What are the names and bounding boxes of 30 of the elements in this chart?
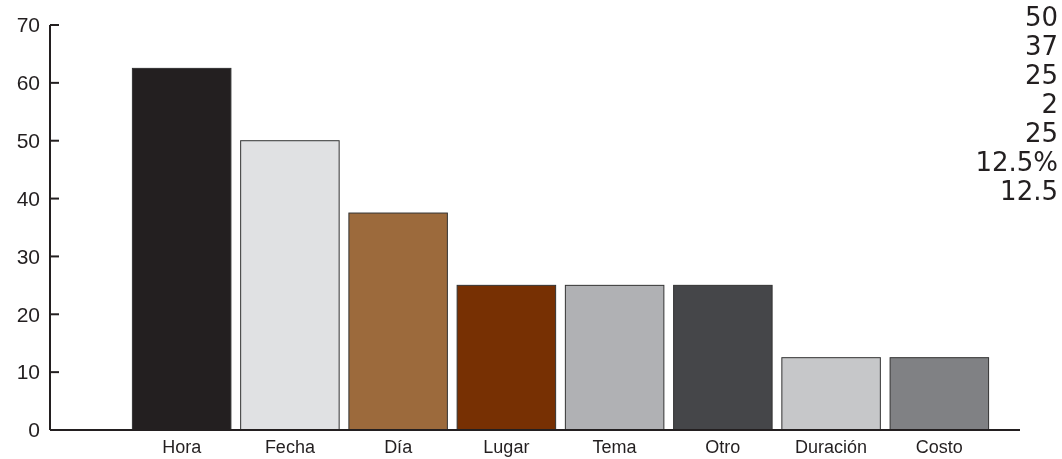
x-tick-label: Otro	[705, 437, 741, 457]
bar	[240, 140, 340, 431]
x-tick-label: Fecha	[264, 437, 316, 457]
bar	[456, 284, 557, 431]
x-tick-label: Costo	[915, 437, 963, 457]
bar	[348, 212, 448, 431]
bar	[889, 357, 990, 431]
text: 2	[1041, 89, 1058, 119]
x-tick-label: Tema	[592, 437, 638, 457]
y-tick-label: 0	[28, 418, 40, 442]
x-tick-label: Hora	[162, 437, 203, 457]
annotation: 12.5%	[975, 147, 1058, 177]
y-tick-label: 70	[16, 13, 40, 37]
bar	[781, 357, 881, 431]
text: 50	[1024, 2, 1058, 32]
y-tick-label: 20	[16, 302, 40, 326]
x-tick-label: Duración	[795, 437, 868, 457]
bar	[673, 284, 773, 431]
x-tick-label: Día	[384, 437, 414, 457]
text: 25	[1024, 60, 1058, 90]
x-tick-label: Lugar	[483, 437, 530, 457]
y-tick-label: 40	[16, 186, 40, 210]
annotation: 12.5	[1000, 176, 1058, 206]
y-tick-label: 10	[16, 360, 40, 384]
y-tick-label: 60	[16, 71, 40, 95]
text: 25	[1024, 118, 1058, 148]
text: 37	[1024, 31, 1058, 61]
y-tick-label: 50	[16, 129, 40, 153]
y-tick-label: 30	[16, 244, 40, 268]
bar	[564, 284, 665, 431]
